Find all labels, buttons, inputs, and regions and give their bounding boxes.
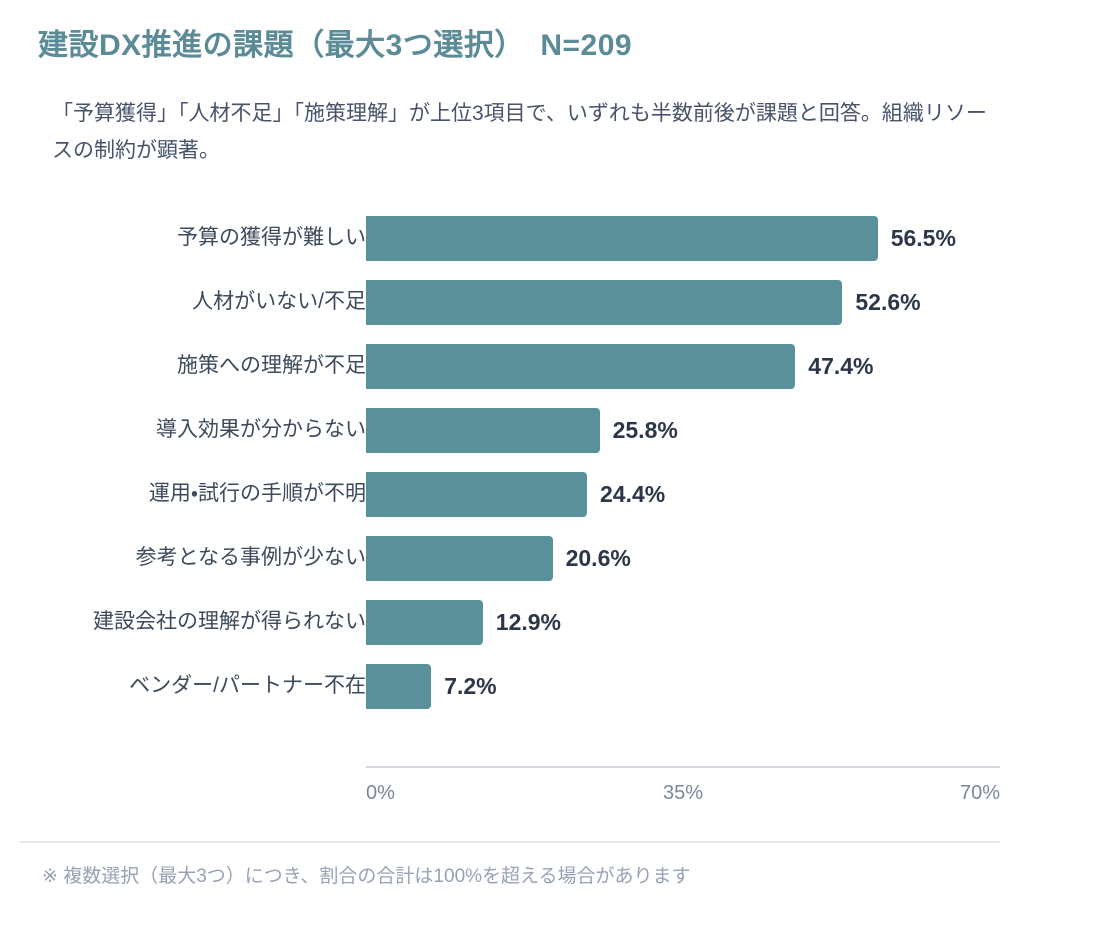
bar-category-label: 予算の獲得が難しい <box>177 225 366 249</box>
bar-row: 運用・試行の手順が不明 24.4% <box>0 462 1114 526</box>
bar[interactable] <box>366 408 600 453</box>
bar-value-label: 20.6% <box>565 545 631 571</box>
bar-value-label: 52.6% <box>855 289 921 315</box>
page-title: 建設DX推進の課題（最大3つ選択） N=209 <box>38 29 633 62</box>
bar-track: 25.8% <box>366 408 1000 453</box>
bar-row: 導入効果が分からない 25.8% <box>0 398 1114 462</box>
bar-track: 12.9% <box>366 600 1000 645</box>
bar-track: 7.2% <box>366 664 1000 709</box>
bar-row: ベンダー/パートナー不在 7.2% <box>0 654 1114 718</box>
bar-category-label: 建設会社の理解が得られない <box>93 609 366 633</box>
chart-subtitle: 「予算獲得」「人材不足」「施策理解」が上位3項目で、いずれも半数前後が課題と回答… <box>52 102 987 162</box>
bar-track: 20.6% <box>366 536 1000 581</box>
bar-row: 参考となる事例が少ない 20.6% <box>0 526 1114 590</box>
x-axis: 0% 35% 70% <box>366 766 1000 822</box>
bar-value-label: 12.9% <box>495 609 562 635</box>
footer-divider <box>20 841 1000 843</box>
bar-row: 予算の獲得が難しい 56.5% <box>0 206 1114 270</box>
bar-value-label: 56.5% <box>890 225 956 251</box>
bar[interactable] <box>366 344 796 389</box>
x-axis-tick-0: 0% <box>366 782 395 804</box>
bar[interactable] <box>366 472 587 517</box>
bar-category-label: 人材がいない/不足 <box>192 289 366 313</box>
bar-category-label: 導入効果が分からない <box>156 417 366 441</box>
bar[interactable] <box>366 216 878 261</box>
bar-row: 人材がいない/不足 52.6% <box>0 270 1114 334</box>
bar-row: 建設会社の理解が得られない 12.9% <box>0 590 1114 654</box>
bar-value-label: 47.4% <box>808 353 874 379</box>
bar-category-label: 参考となる事例が少ない <box>135 545 366 569</box>
bar-category-label: 施策への理解が不足 <box>177 353 366 377</box>
x-axis-line <box>366 766 1000 768</box>
bar-track: 24.4% <box>366 472 1000 517</box>
bar-track: 47.4% <box>366 344 1000 389</box>
bar-row: 施策への理解が不足 47.4% <box>0 334 1114 398</box>
bar[interactable] <box>366 600 483 645</box>
x-axis-tick-1: 35% <box>662 782 704 804</box>
bar-category-label: 運用・試行の手順が不明 <box>148 481 366 505</box>
bar-track: 56.5% <box>366 216 1000 261</box>
bar-category-label: ベンダー/パートナー不在 <box>129 673 366 697</box>
chart-plot-area: 予算の獲得が難しい 56.5% 人材がいない/不足 52.6% 施策への理解が不… <box>0 206 1114 766</box>
bar[interactable] <box>366 280 843 325</box>
bar-track: 52.6% <box>366 280 1000 325</box>
footnote: ※ 複数選択（最大3つ）につき、割合の合計は100%を超える場合があります <box>42 866 691 887</box>
bar-value-label: 25.8% <box>612 417 678 443</box>
bar[interactable] <box>366 664 432 709</box>
bar-value-label: 7.2% <box>444 673 497 699</box>
x-axis-tick-2: 70% <box>959 782 1000 804</box>
bar-value-label: 24.4% <box>600 481 666 507</box>
bar[interactable] <box>366 536 553 581</box>
